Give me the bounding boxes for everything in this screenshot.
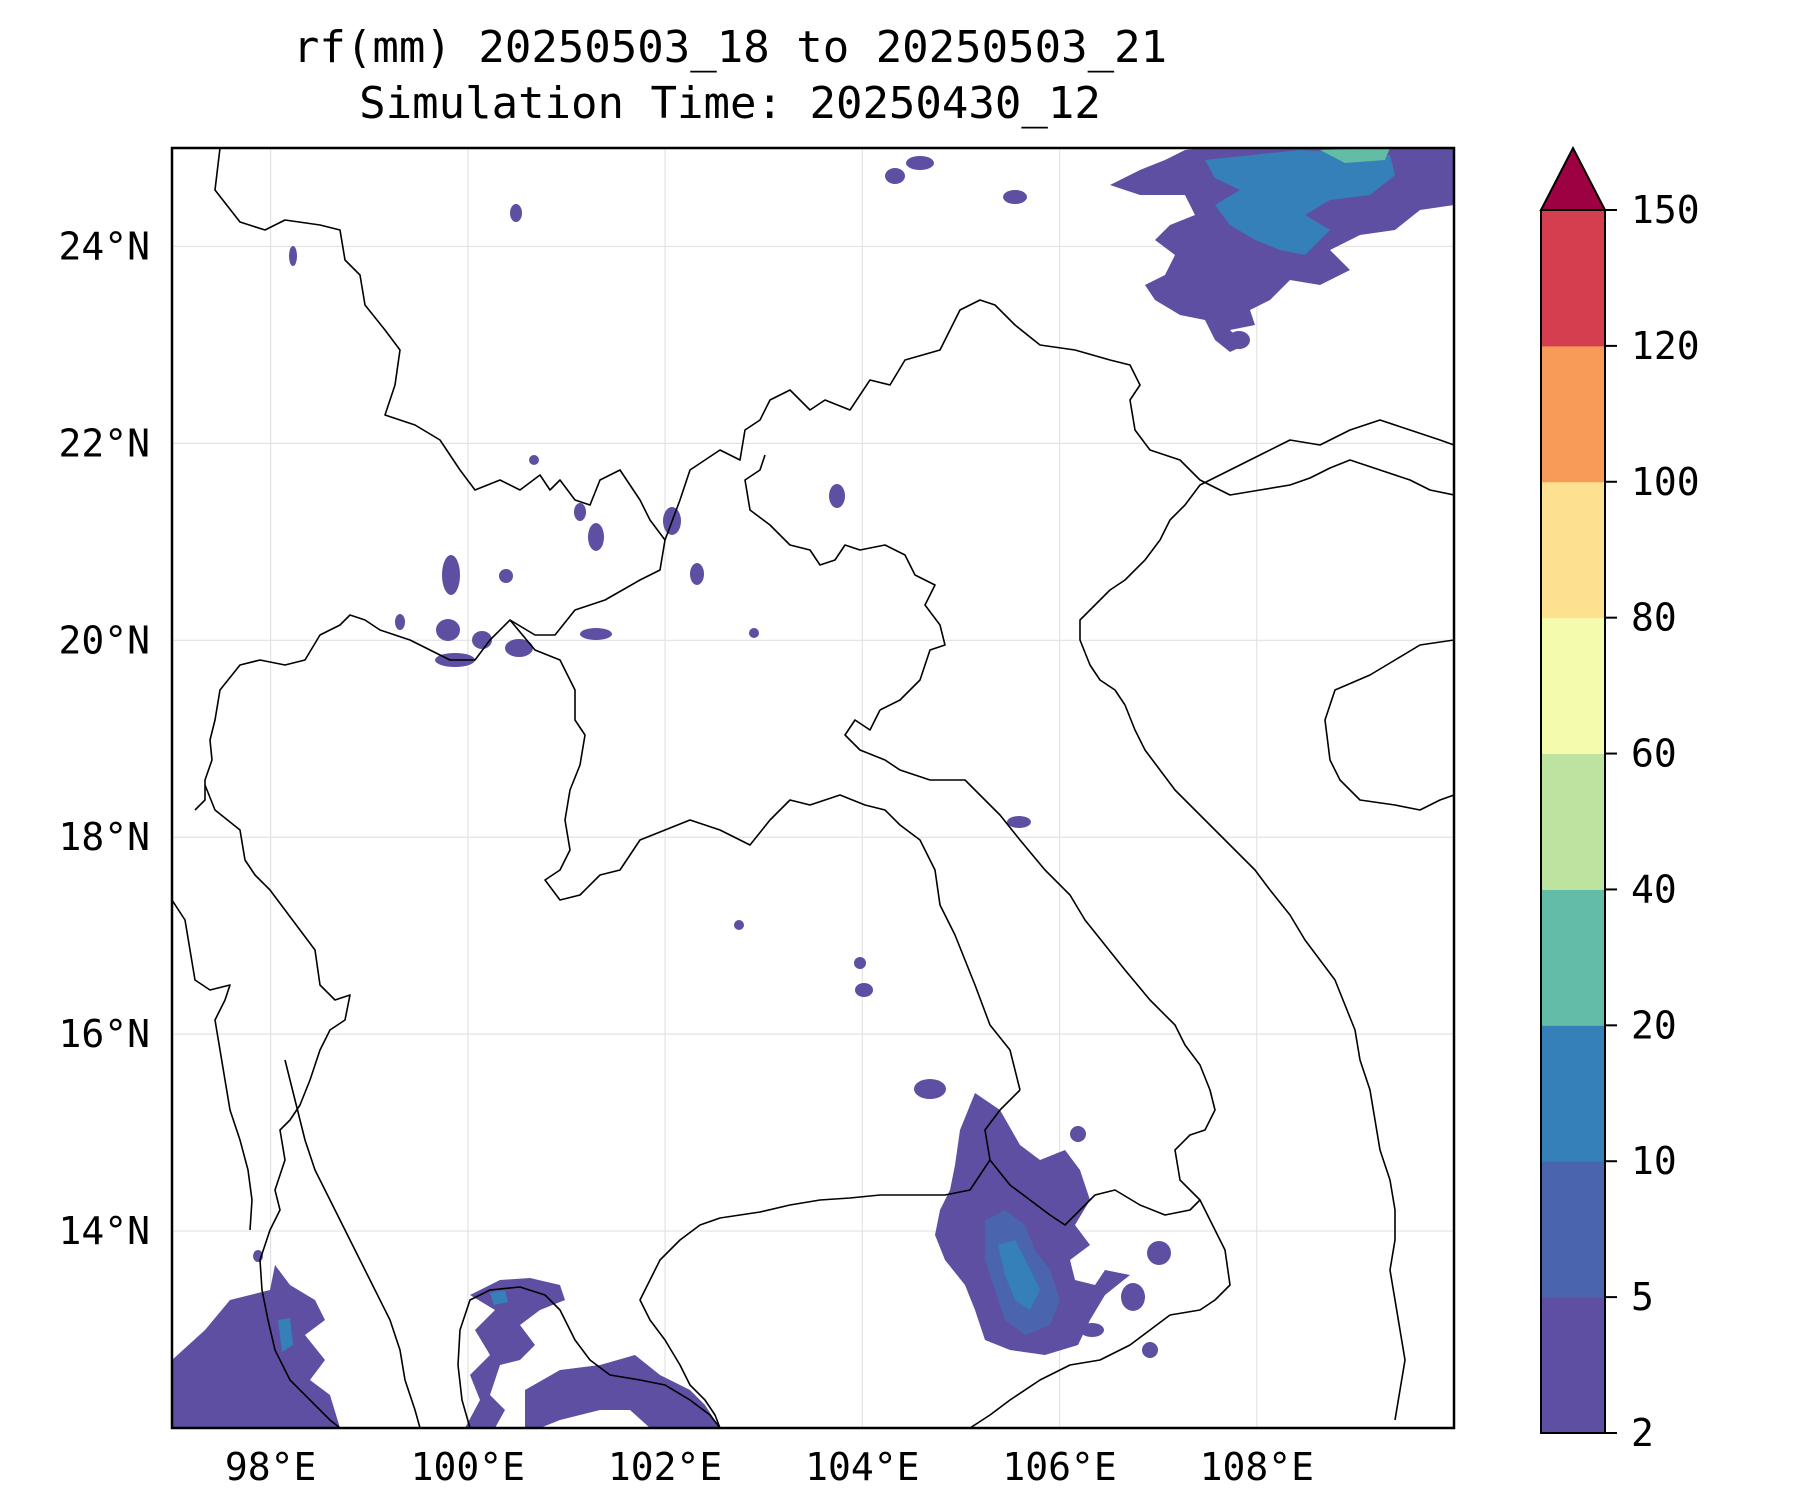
rain-cell bbox=[854, 957, 866, 969]
laos-vietnam-border bbox=[744, 454, 946, 711]
vietnam-coastline bbox=[1079, 419, 1454, 706]
rain-cell bbox=[395, 614, 405, 630]
andaman-coastline bbox=[172, 899, 253, 1231]
colorbar-band bbox=[1541, 617, 1605, 755]
rain-cell bbox=[914, 1079, 946, 1099]
colorbar-band bbox=[1541, 1297, 1605, 1434]
southwest-rain-core bbox=[278, 1318, 293, 1352]
rain-cell bbox=[574, 503, 586, 521]
northeast-rain-peak bbox=[1320, 148, 1390, 163]
x-tick-label: 102°E bbox=[608, 1445, 722, 1489]
gulf-thailand-rain-cluster bbox=[465, 1278, 565, 1428]
y-tick-label: 20°N bbox=[58, 618, 150, 662]
rain-cell bbox=[436, 619, 460, 641]
y-tick-label: 18°N bbox=[58, 815, 150, 859]
rain-cell bbox=[499, 569, 513, 583]
rain-cell bbox=[588, 523, 604, 551]
y-tick-label: 24°N bbox=[58, 224, 150, 268]
gulf-thailand-rain-core bbox=[490, 1290, 508, 1305]
myanmar-laos-thailand-border bbox=[194, 539, 666, 811]
gulf-of-thailand-coastline bbox=[284, 1059, 421, 1428]
rain-cell bbox=[1121, 1283, 1145, 1311]
x-tick-label: 98°E bbox=[225, 1445, 317, 1489]
rain-cell bbox=[1228, 331, 1250, 349]
rain-cell bbox=[1147, 1241, 1171, 1265]
rain-cell bbox=[442, 555, 460, 595]
colorbar-tick-label: 2 bbox=[1631, 1411, 1654, 1455]
colorbar-band bbox=[1541, 481, 1605, 619]
myanmar-thailand-border bbox=[204, 784, 351, 1428]
rain-cell bbox=[885, 168, 905, 184]
colorbar-band bbox=[1541, 210, 1605, 347]
colorbar: 2 5 10 20 40 60 80 100 120 150 bbox=[1539, 145, 1700, 1455]
rain-cell bbox=[510, 204, 522, 222]
rain-cell bbox=[1003, 190, 1027, 204]
colorbar-outline bbox=[1540, 209, 1606, 1434]
central-cambodia-rain-cluster bbox=[935, 1093, 1130, 1355]
rain-cell bbox=[749, 628, 759, 638]
rain-cell bbox=[829, 484, 845, 508]
colorbar-tick-label: 40 bbox=[1631, 867, 1677, 911]
rain-cell bbox=[855, 983, 873, 997]
colorbar-band bbox=[1541, 345, 1605, 483]
rain-cell bbox=[505, 639, 533, 657]
colorbar-band bbox=[1541, 753, 1605, 890]
y-tick-label: 22°N bbox=[58, 421, 150, 465]
colorbar-extend-arrow bbox=[1539, 145, 1607, 211]
map-title-line-2: Simulation Time: 20250430_12 bbox=[359, 78, 1101, 129]
central-cambodia-rain-peak bbox=[998, 1240, 1040, 1310]
rain-cell bbox=[580, 628, 612, 640]
rain-cell bbox=[734, 920, 744, 930]
x-tick-label: 106°E bbox=[1002, 1445, 1116, 1489]
colorbar-band bbox=[1541, 1161, 1605, 1298]
northeast-rain-core bbox=[1205, 150, 1395, 255]
y-tick-label: 16°N bbox=[58, 1012, 150, 1056]
colorbar-tick-label: 80 bbox=[1631, 596, 1677, 640]
rain-cell bbox=[1007, 816, 1031, 828]
colorbar-tick-label: 60 bbox=[1631, 732, 1677, 776]
latitude-axis: 14°N 16°N 18°N 20°N 22°N 24°N bbox=[58, 224, 150, 1253]
rain-cell bbox=[690, 563, 704, 585]
y-tick-label: 14°N bbox=[58, 1209, 150, 1253]
laos-thailand-border bbox=[509, 619, 1021, 1091]
map-frame bbox=[170, 146, 1456, 1430]
colorbar-tick-label: 120 bbox=[1631, 324, 1700, 368]
gridlines bbox=[172, 148, 1454, 1428]
colorbar-tick-label: 150 bbox=[1631, 188, 1700, 232]
colorbar-tick-label: 5 bbox=[1631, 1275, 1654, 1319]
rain-cell bbox=[906, 156, 934, 170]
rain-cell bbox=[1142, 1342, 1158, 1358]
colorbar-tick-label: 10 bbox=[1631, 1139, 1677, 1183]
china-myanmar-border bbox=[214, 148, 666, 541]
thailand-east-gulf-coastline bbox=[457, 1286, 721, 1428]
map-title-line-1: rf(mm) 20250503_18 to 20250503_21 bbox=[292, 22, 1168, 73]
x-tick-label: 100°E bbox=[411, 1445, 525, 1489]
gulf-thailand-rain-band bbox=[525, 1355, 720, 1428]
rain-cell bbox=[1070, 1126, 1086, 1142]
colorbar-band bbox=[1541, 889, 1605, 1026]
rain-cell bbox=[289, 246, 297, 266]
vietnam-south-coastline bbox=[1124, 704, 1406, 1421]
longitude-axis: 98°E 100°E 102°E 104°E 106°E 108°E bbox=[225, 1445, 1314, 1489]
china-laos-vietnam-border bbox=[664, 299, 1454, 541]
thailand-cambodia-border bbox=[984, 1089, 1201, 1226]
country-borders bbox=[172, 148, 1454, 1428]
thailand-cambodia-border-west bbox=[639, 1159, 991, 1428]
hainan-island-outline bbox=[1324, 639, 1454, 811]
colorbar-tick-label: 20 bbox=[1631, 1003, 1677, 1047]
colorbar-band bbox=[1541, 1025, 1605, 1162]
map-area bbox=[172, 148, 1454, 1428]
x-tick-label: 104°E bbox=[805, 1445, 919, 1489]
rain-cell bbox=[529, 455, 539, 465]
cambodia-vietnam-border bbox=[969, 1314, 1171, 1428]
rain-fields bbox=[172, 148, 1454, 1428]
colorbar-tick-label: 100 bbox=[1631, 460, 1700, 504]
x-tick-label: 108°E bbox=[1200, 1445, 1314, 1489]
laos-vietnam-border-south bbox=[844, 709, 1231, 1316]
